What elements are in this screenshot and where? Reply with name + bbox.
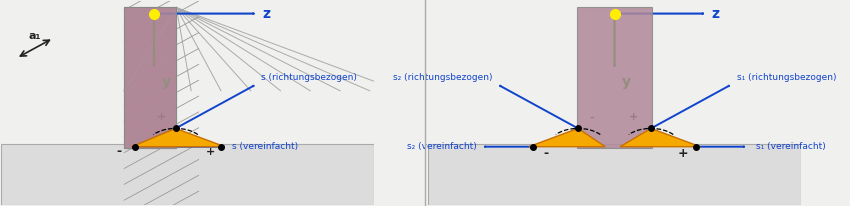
FancyBboxPatch shape <box>124 7 176 148</box>
Text: y: y <box>622 75 631 89</box>
Text: s₂ (vereinfacht): s₂ (vereinfacht) <box>407 142 477 151</box>
Text: s₁ (vereinfacht): s₁ (vereinfacht) <box>756 142 825 151</box>
Polygon shape <box>132 128 224 147</box>
Text: s (richtungsbezogen): s (richtungsbezogen) <box>261 73 357 82</box>
Text: +: + <box>677 147 688 160</box>
Polygon shape <box>620 128 700 147</box>
Text: s₂ (richtungsbezogen): s₂ (richtungsbezogen) <box>393 73 492 82</box>
Polygon shape <box>529 128 605 147</box>
FancyBboxPatch shape <box>2 144 374 205</box>
Text: -: - <box>589 112 594 122</box>
FancyBboxPatch shape <box>577 7 652 148</box>
FancyBboxPatch shape <box>428 144 801 205</box>
Text: +: + <box>206 147 215 157</box>
Text: -: - <box>544 147 549 160</box>
Text: z: z <box>262 7 270 21</box>
Text: -: - <box>116 145 122 158</box>
Text: +: + <box>157 112 167 122</box>
Text: a₁: a₁ <box>29 31 41 41</box>
Text: z: z <box>711 7 719 21</box>
FancyBboxPatch shape <box>124 7 176 148</box>
Text: s₁ (richtungsbezogen): s₁ (richtungsbezogen) <box>737 73 836 82</box>
Text: y: y <box>162 75 171 89</box>
Text: +: + <box>629 112 638 122</box>
Text: s (vereinfacht): s (vereinfacht) <box>232 142 298 151</box>
